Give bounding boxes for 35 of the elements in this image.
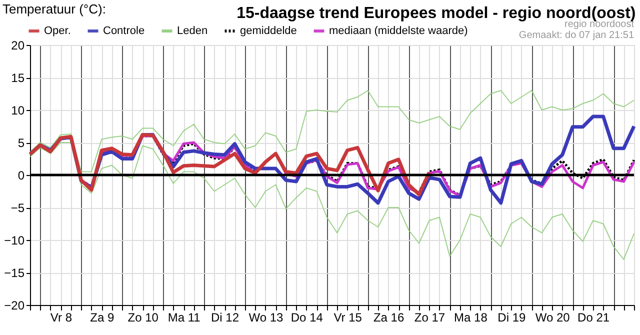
line-series <box>30 142 634 260</box>
y-tick-label: −15 <box>4 266 25 280</box>
line-series <box>30 90 634 172</box>
x-tick-label: Wo 20 <box>535 310 570 324</box>
y-tick-label: 10 <box>11 104 25 118</box>
legend-label: Oper. <box>44 25 71 37</box>
x-tick-label: Zo 17 <box>414 310 446 324</box>
y-tick-label: −10 <box>4 234 25 248</box>
x-tick-label: Za 16 <box>373 310 404 324</box>
x-tick-label: Ma 18 <box>454 310 488 324</box>
x-tick-label: Za 9 <box>90 310 114 324</box>
legend-label: Controle <box>103 25 145 37</box>
text: regio noordoost <box>564 19 634 30</box>
x-tick-label: Vr 8 <box>50 310 72 324</box>
x-tick-label: Do 21 <box>578 310 610 324</box>
y-tick-label: 5 <box>18 136 25 150</box>
x-tick-label: Ma 11 <box>168 310 201 324</box>
legend-label: gemiddelde <box>240 25 297 37</box>
y-tick-label: −20 <box>4 298 25 312</box>
x-tick-label: Di 12 <box>211 310 240 324</box>
y-tick-label: 15 <box>11 71 25 85</box>
y-tick-label: 0 <box>18 168 25 182</box>
x-tick-label: Zo 10 <box>128 310 159 324</box>
chart-title: 15-daagse trend Europees model - regio noord(oost) <box>236 5 636 22</box>
x-tick-label: Wo 13 <box>248 310 284 324</box>
y-tick-label: 20 <box>11 38 25 52</box>
x-tick-label: Do 14 <box>290 310 324 324</box>
legend-label: mediaan (middelste waarde) <box>329 25 468 37</box>
line-series <box>28 132 432 196</box>
x-tick-label: Di 19 <box>498 310 526 324</box>
x-tick-label: Vr 15 <box>334 310 362 324</box>
legend-label: Leden <box>177 25 208 37</box>
text: Gemaakt: do 07 jan 21:51 <box>518 30 634 41</box>
y-axis-title: Temperatuur (°C): <box>2 2 106 16</box>
y-tick-label: −5 <box>10 201 25 215</box>
